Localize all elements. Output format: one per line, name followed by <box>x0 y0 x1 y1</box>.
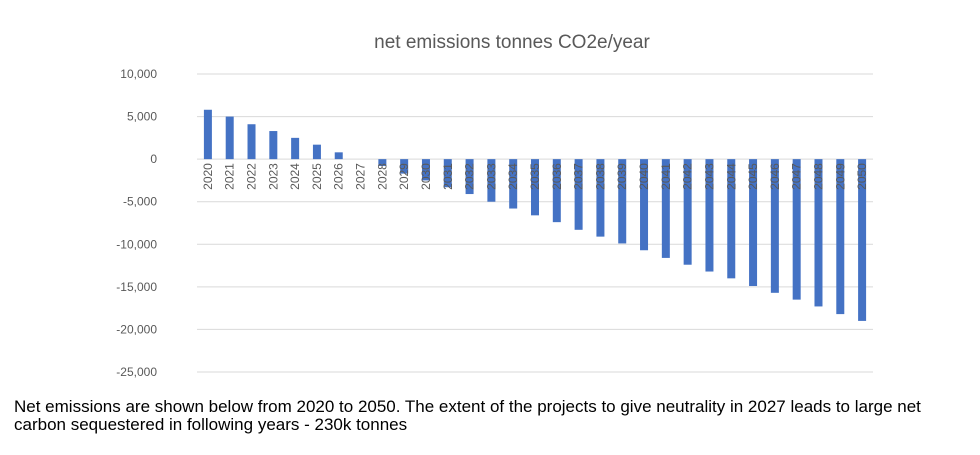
bar-2022 <box>247 124 256 160</box>
y-tick-label: -25,000 <box>116 365 157 379</box>
bar-2021 <box>225 116 234 160</box>
x-tick-label: 2039 <box>615 163 629 190</box>
x-tick-label: 2023 <box>266 163 280 190</box>
bar-2044 <box>727 159 736 279</box>
bar-2049 <box>836 159 845 315</box>
y-tick-label: -5,000 <box>123 195 157 209</box>
x-tick-label: 2031 <box>441 163 455 190</box>
y-tick-label: -20,000 <box>116 322 157 336</box>
x-tick-label: 2038 <box>593 163 607 190</box>
x-tick-label: 2028 <box>375 163 389 190</box>
bar-2047 <box>792 159 801 300</box>
x-tick-label: 2044 <box>724 163 738 190</box>
x-tick-label: 2042 <box>681 163 695 190</box>
bar-2032 <box>465 159 474 195</box>
bar-2045 <box>749 159 758 287</box>
x-tick-label: 2045 <box>746 163 760 190</box>
x-tick-label: 2025 <box>310 163 324 190</box>
chart-title: net emissions tonnes CO2e/year <box>374 32 650 53</box>
y-tick-label: -15,000 <box>116 280 157 294</box>
bar-2029 <box>400 159 409 174</box>
x-tick-label: 2036 <box>550 163 564 190</box>
bar-chart: net emissions tonnes CO2e/year 10,000 5,0… <box>116 32 873 379</box>
bar-2031 <box>443 159 452 188</box>
bar-2025 <box>312 144 321 160</box>
x-tick-label: 2021 <box>223 163 237 190</box>
bar-2033 <box>487 159 496 202</box>
x-tick-label: 2037 <box>572 163 586 190</box>
x-tick-label: 2035 <box>528 163 542 190</box>
x-tick-label: 2020 <box>201 163 215 190</box>
x-tick-label: 2032 <box>463 163 477 190</box>
x-tick-label: 2034 <box>506 163 520 190</box>
x-tick-label: 2046 <box>768 163 782 190</box>
bar-2024 <box>291 137 300 160</box>
x-tick-label: 2048 <box>811 163 825 190</box>
x-tick-label: 2024 <box>288 163 302 190</box>
x-tick-label: 2043 <box>702 163 716 190</box>
bar-2041 <box>661 159 670 258</box>
bar-2043 <box>705 159 714 272</box>
x-tick-label: 2030 <box>419 163 433 190</box>
bar-2028 <box>378 159 387 166</box>
bar-2035 <box>531 159 539 216</box>
caption-text: Net emissions are shown below from 2020 … <box>14 397 921 434</box>
bar-2020 <box>203 109 212 160</box>
y-tick-label: 0 <box>150 152 157 166</box>
bar-2036 <box>552 159 561 223</box>
bar-2050 <box>858 159 867 321</box>
bar-2030 <box>421 159 430 181</box>
bar-2040 <box>640 159 649 251</box>
bar-2034 <box>509 159 518 209</box>
x-tick-label: 2027 <box>354 163 368 190</box>
x-tick-label: 2022 <box>245 163 259 190</box>
x-tick-label: 2029 <box>397 163 411 190</box>
x-tick-label: 2033 <box>484 163 498 190</box>
x-tick-label: 2041 <box>659 163 673 190</box>
bar-2039 <box>618 159 627 244</box>
x-tick-label: 2050 <box>855 163 869 190</box>
bar-2048 <box>814 159 823 307</box>
y-tick-label: -10,000 <box>116 237 157 251</box>
x-tick-label: 2047 <box>790 163 804 190</box>
x-tick-label: 2040 <box>637 163 651 190</box>
bar-2037 <box>574 159 583 230</box>
y-tick-label: 5,000 <box>127 110 157 124</box>
x-tick-label: 2026 <box>332 163 346 190</box>
x-tick-label: 2049 <box>833 163 847 190</box>
bar-2023 <box>269 131 278 160</box>
bar-2038 <box>596 159 605 237</box>
y-tick-label: 10,000 <box>120 67 157 81</box>
bar-2042 <box>683 159 692 265</box>
bar-2046 <box>770 159 779 293</box>
bar-2026 <box>334 152 343 160</box>
